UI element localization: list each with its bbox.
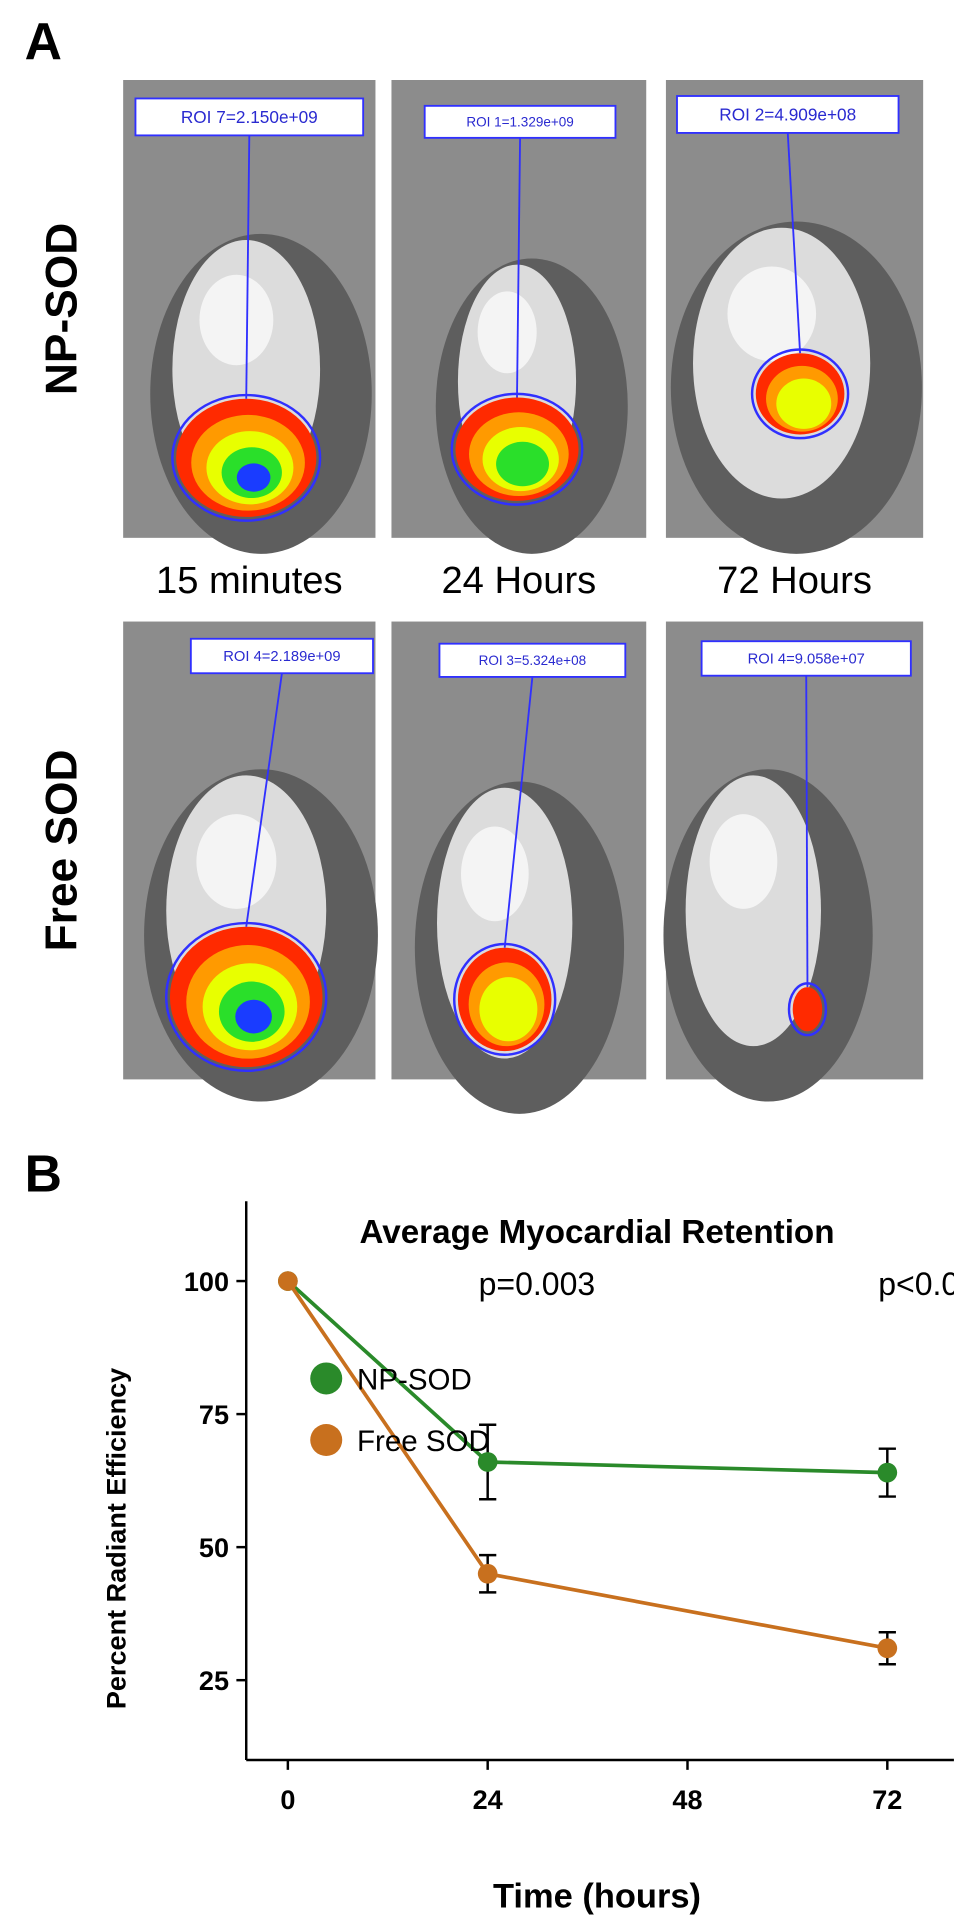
legend-label: NP-SOD (357, 1364, 472, 1397)
legend-label: Free SOD (357, 1425, 490, 1458)
roi-box (189, 637, 374, 675)
time-label: 72 Hours (717, 559, 872, 602)
signal-ring (776, 378, 832, 429)
y-tick-label: 75 (199, 1399, 229, 1430)
data-point (477, 1563, 498, 1584)
roi-box (438, 642, 627, 678)
heart-image: ROI 4=2.189e+09 (123, 621, 378, 1102)
roi-label: ROI 3=5.324e+08 (479, 653, 586, 668)
heart-image: ROI 4=9.058e+07 (663, 621, 924, 1102)
signal-ring (235, 999, 272, 1034)
roi-label: ROI 2=4.909e+08 (719, 104, 856, 124)
panel-label: B (25, 1144, 62, 1202)
roi-pointer (516, 137, 521, 398)
signal-ring (792, 987, 823, 1032)
roi-label: ROI 7=2.150e+09 (181, 107, 318, 127)
roi-label: ROI 4=9.058e+07 (748, 652, 865, 668)
roi-box (134, 97, 365, 137)
y-tick-label: 25 (199, 1665, 229, 1696)
signal-ring (236, 463, 271, 492)
x-tick-label: 0 (280, 1784, 295, 1815)
row-label: NP-SOD (37, 223, 86, 395)
heart-image: ROI 3=5.324e+08 (391, 621, 647, 1114)
heart-highlight (461, 826, 529, 922)
p-value: p<0.001 (878, 1266, 954, 1302)
heart-highlight (477, 291, 537, 374)
heart-highlight (727, 266, 817, 362)
data-point (877, 1462, 898, 1483)
heart-highlight (199, 274, 274, 366)
legend-marker (310, 1362, 343, 1395)
roi-pointer (245, 135, 251, 399)
roi-pointer (503, 676, 534, 948)
x-axis-title: Time (hours) (493, 1878, 701, 1916)
roi-box (676, 95, 900, 134)
signal-ring (496, 441, 549, 487)
legend-marker (310, 1424, 343, 1456)
signal-ring (479, 977, 538, 1042)
roi-label: ROI 4=2.189e+09 (223, 649, 340, 665)
roi-label: ROI 1=1.329e+09 (466, 115, 573, 130)
heart-image: ROI 1=1.329e+09 (391, 80, 647, 554)
y-axis-title: Percent Radiant Efficiency (101, 1368, 132, 1709)
row-label: Free SOD (37, 750, 86, 952)
time-label: 24 Hours (441, 559, 596, 602)
data-point (477, 1452, 498, 1472)
roi-pointer (805, 675, 809, 988)
y-tick-label: 100 (184, 1266, 229, 1297)
roi-box (700, 640, 912, 677)
y-tick-label: 50 (199, 1532, 229, 1563)
heart-highlight (709, 814, 778, 909)
data-point (278, 1271, 298, 1291)
data-point (877, 1638, 898, 1659)
time-label: 15 minutes (156, 559, 343, 602)
roi-pointer (786, 132, 801, 354)
chart-title: Average Myocardial Retention (359, 1214, 834, 1251)
roi-pointer (245, 673, 283, 927)
heart-highlight (196, 814, 277, 909)
heart-image: ROI 2=4.909e+08 (665, 80, 924, 554)
x-tick-label: 48 (672, 1784, 702, 1815)
roi-box (423, 104, 617, 139)
x-tick-label: 72 (872, 1784, 902, 1815)
p-value: p=0.003 (479, 1266, 596, 1302)
heart-image: ROI 7=2.150e+09 (123, 80, 376, 554)
panel-label: A (25, 12, 62, 70)
x-tick-label: 24 (473, 1784, 503, 1815)
